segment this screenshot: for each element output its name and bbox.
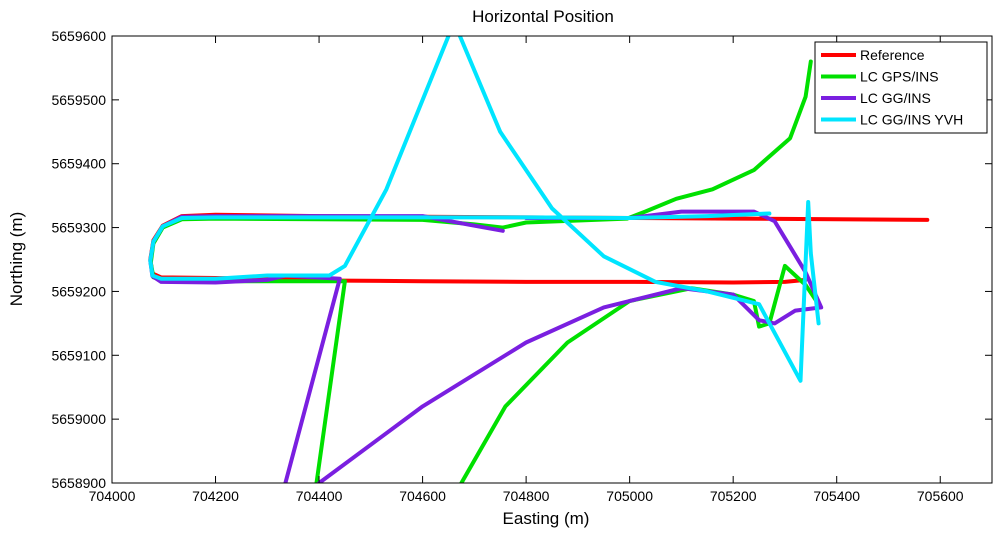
y-tick-label: 5659100 bbox=[51, 347, 106, 363]
legend-label: LC GG/INS bbox=[860, 90, 931, 106]
x-axis-label: Easting (m) bbox=[503, 509, 590, 528]
y-tick-label: 5659400 bbox=[51, 156, 106, 172]
x-tick-label: 704600 bbox=[399, 488, 446, 504]
x-tick-label: 704400 bbox=[296, 488, 343, 504]
x-tick-label: 705000 bbox=[606, 488, 653, 504]
legend-label: Reference bbox=[860, 47, 925, 63]
legend: Reference LC GPS/INS LC GG/INS LC GG/INS YV… bbox=[814, 41, 988, 134]
legend-label: LC GPS/INS bbox=[860, 69, 939, 85]
y-tick-label: 5659300 bbox=[51, 220, 106, 236]
y-tick-label: 5659500 bbox=[51, 92, 106, 108]
y-tick-label: 5659000 bbox=[51, 411, 106, 427]
x-tick-label: 705400 bbox=[813, 488, 860, 504]
x-tick-label: 704200 bbox=[192, 488, 239, 504]
legend-label: LC GG/INS YVH bbox=[860, 112, 963, 128]
x-tick-label: 705600 bbox=[917, 488, 964, 504]
x-tick-label: 704800 bbox=[503, 488, 550, 504]
chart-title: Horizontal Position bbox=[472, 7, 614, 26]
series-line-lc-gg-ins-yvh bbox=[148, 36, 821, 383]
y-tick-label: 5659200 bbox=[51, 283, 106, 299]
x-tick-label: 705200 bbox=[710, 488, 757, 504]
x-tick-label: 704000 bbox=[89, 488, 136, 504]
plot-frame bbox=[111, 35, 993, 484]
y-tick-label: 5658900 bbox=[51, 475, 106, 491]
y-axis-label: Northing (m) bbox=[7, 212, 26, 306]
y-tick-label: 5659600 bbox=[51, 28, 106, 44]
